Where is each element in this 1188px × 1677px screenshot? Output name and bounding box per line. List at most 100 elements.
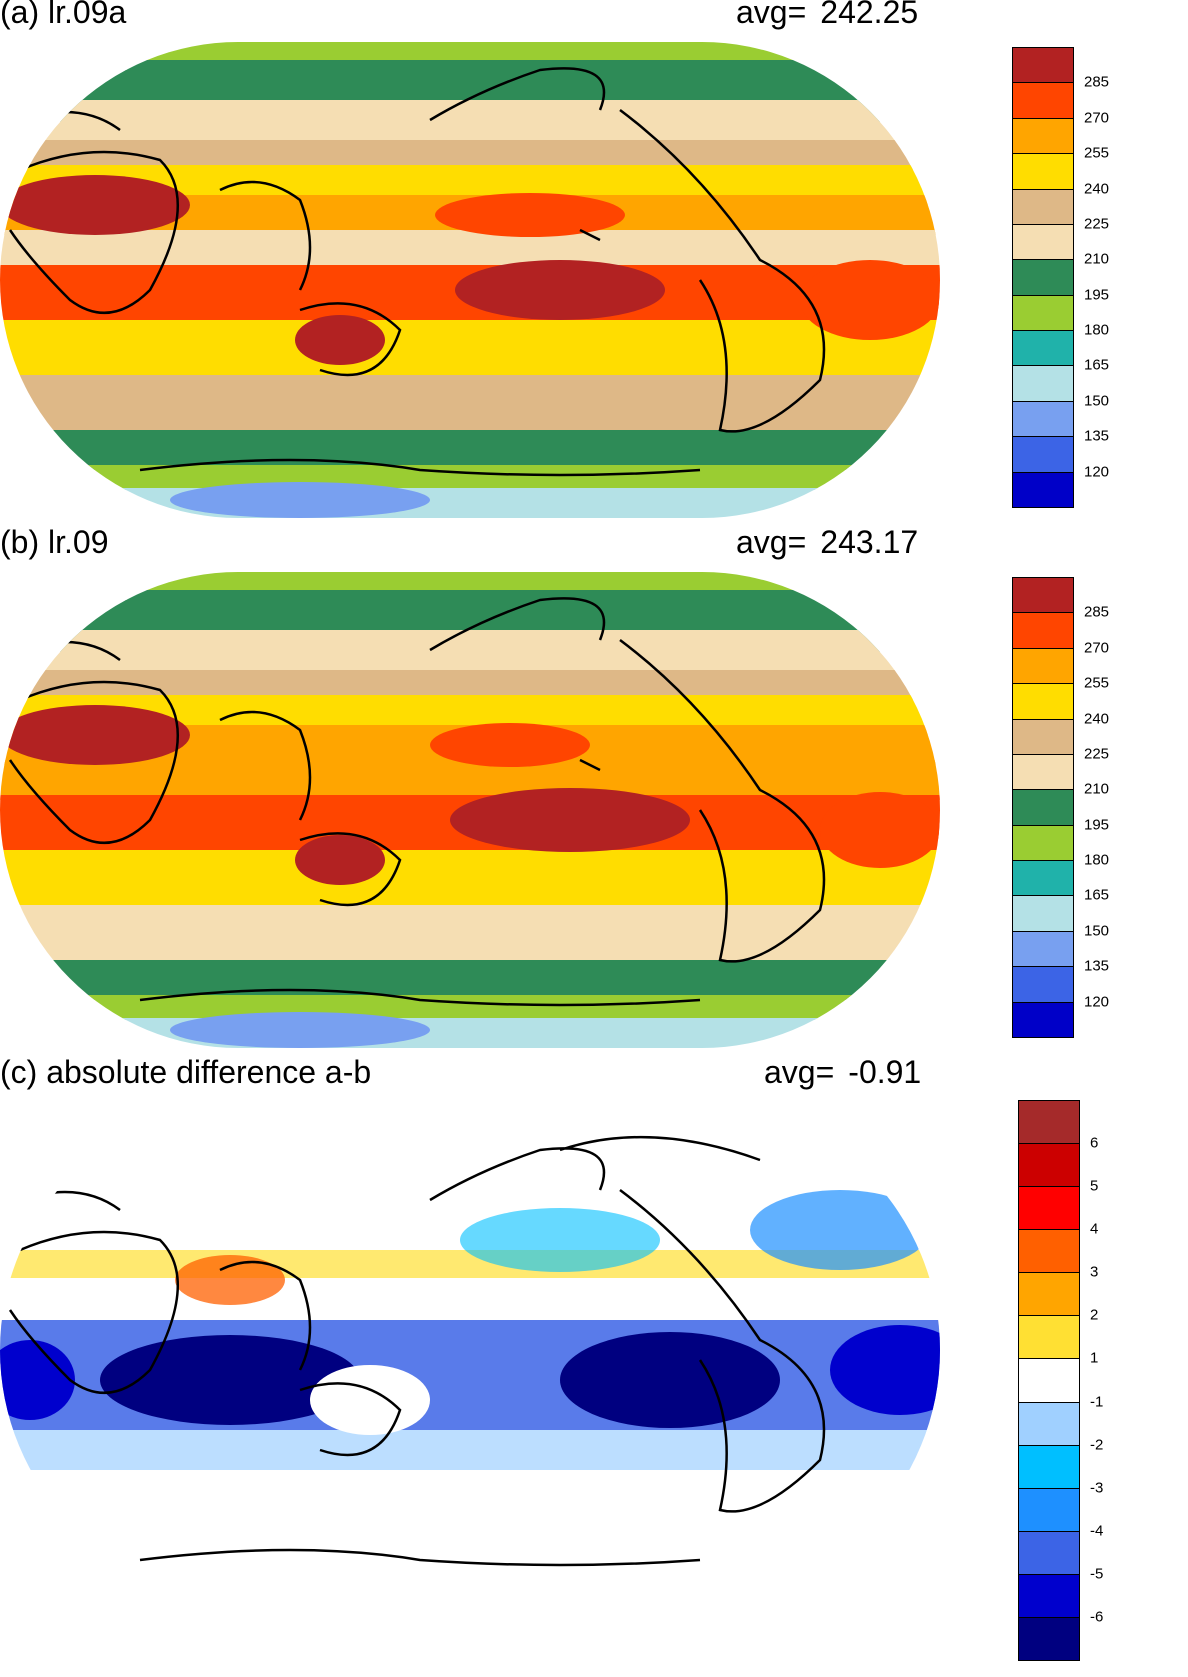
colorbar-tick-label: 2 xyxy=(1090,1306,1099,1324)
map-band-antarctic xyxy=(0,488,940,518)
colorbar-swatch xyxy=(1012,612,1074,649)
colorbar-tick-label: 180 xyxy=(1084,851,1110,869)
map-hotspot xyxy=(800,260,940,340)
colorbar-tick-label: 285 xyxy=(1084,603,1110,621)
map-band-south-mid xyxy=(0,905,940,960)
coastline xyxy=(8,67,826,477)
colorbar-swatch xyxy=(1012,436,1074,473)
colorbar-swatch xyxy=(1018,1530,1080,1575)
avg-value: -0.91 xyxy=(848,1054,922,1090)
colorbar-swatch xyxy=(1012,471,1074,508)
map-strong-negative xyxy=(100,1335,360,1425)
colorbar-tick-label: -4 xyxy=(1090,1522,1104,1540)
colorbar-tick-label: 135 xyxy=(1084,427,1110,445)
colorbar-tick-label: 240 xyxy=(1084,710,1110,728)
colorbar-swatch xyxy=(1012,223,1074,261)
colorbar-swatch xyxy=(1012,966,1074,1003)
avg-value: 243.17 xyxy=(820,524,919,560)
colorbar-tick-label: 120 xyxy=(1084,993,1110,1011)
panel-title: (c) absolute difference a-b xyxy=(0,1054,372,1090)
map-band-arctic xyxy=(0,42,940,60)
avg-label: avg= xyxy=(736,524,807,560)
colorbar-swatch xyxy=(1012,400,1074,438)
colorbar-swatch xyxy=(1012,577,1074,614)
colorbar-tick-label: 195 xyxy=(1084,286,1110,304)
colorbar-tick-label: -3 xyxy=(1090,1479,1104,1497)
colorbar-swatch xyxy=(1012,789,1074,826)
map-strong-negative xyxy=(560,1332,780,1428)
colorbar-swatch xyxy=(1012,47,1074,84)
map-band-south-light xyxy=(0,1430,940,1470)
colorbar-swatch xyxy=(1012,753,1074,791)
colorbar-swatch xyxy=(1018,1229,1080,1274)
map-coldspot xyxy=(170,482,430,518)
colorbar-tick-label: 4 xyxy=(1090,1220,1099,1238)
colorbar-swatch xyxy=(1018,1272,1080,1317)
colorbar-tick-label: -1 xyxy=(1090,1393,1104,1411)
map-positive-area xyxy=(175,1255,285,1305)
colorbar-tick-label: 120 xyxy=(1084,463,1110,481)
map-hotspot xyxy=(450,788,690,852)
colorbar-tick-label: 225 xyxy=(1084,215,1110,233)
colorbar-swatch xyxy=(1018,1100,1080,1145)
colorbar-swatch xyxy=(1018,1487,1080,1532)
map-white-area xyxy=(310,1365,430,1435)
coastline xyxy=(8,597,826,1007)
colorbar-swatch xyxy=(1018,1616,1080,1661)
panel-c: (c) absolute difference a-b avg= -0.91 -6… xyxy=(0,1054,1188,1677)
colorbar-c: -6 -5 -4 -3 -2 -1 1 2 3 4 5 6 xyxy=(1018,1100,1178,1661)
map-coldspot xyxy=(170,1012,430,1048)
map-band-equator xyxy=(0,760,940,800)
avg-readout: avg= -0.91 xyxy=(764,1054,921,1091)
map-band-antarctic xyxy=(0,1018,940,1048)
colorbar-tick-label: 165 xyxy=(1084,356,1110,374)
colorbar-tick-label: 6 xyxy=(1090,1134,1099,1152)
colorbar-swatch xyxy=(1012,895,1074,932)
difference-map xyxy=(0,1100,940,1600)
colorbar-swatch xyxy=(1012,117,1074,155)
colorbar-swatch xyxy=(1018,1143,1080,1188)
colorbar-tick-label: 240 xyxy=(1084,180,1110,198)
colorbar-tick-label: 210 xyxy=(1084,780,1110,798)
map-strong-negative xyxy=(0,1340,75,1420)
panel-b: (b) lr.09 avg= 243.17 xyxy=(0,524,1188,1060)
colorbar-swatch xyxy=(1012,259,1074,296)
colorbar-a: 120 135 150 165 180 195 210 225 240 255 270 285 xyxy=(1012,47,1172,508)
colorbar-tick-label: 5 xyxy=(1090,1177,1099,1195)
map-hotspot xyxy=(295,315,385,365)
colorbar-swatch xyxy=(1018,1573,1080,1618)
colorbar-tick-label: 150 xyxy=(1084,922,1110,940)
colorbar-swatch xyxy=(1018,1358,1080,1403)
colorbar-tick-label: 3 xyxy=(1090,1263,1099,1281)
colorbar-tick-label: 270 xyxy=(1084,639,1110,657)
avg-readout: avg= 242.25 xyxy=(736,0,918,31)
colorbar-tick-label: 255 xyxy=(1084,144,1110,162)
map-hotspot xyxy=(435,193,625,237)
colorbar-swatch xyxy=(1012,1001,1074,1038)
panel-a: (a) lr.09a avg= 242.25 xyxy=(0,0,1188,530)
colorbar-tick-label: 270 xyxy=(1084,109,1110,127)
map-hotspot xyxy=(455,260,665,320)
map-hotspot xyxy=(430,723,590,767)
avg-label: avg= xyxy=(736,0,807,30)
colorbar-swatch xyxy=(1012,860,1074,897)
colorbar-swatch xyxy=(1012,294,1074,332)
map-hotspot xyxy=(820,792,940,868)
temperature-map xyxy=(0,42,940,518)
colorbar-tick-label: 150 xyxy=(1084,392,1110,410)
colorbar-tick-label: 195 xyxy=(1084,816,1110,834)
map-negative-area xyxy=(460,1208,660,1272)
map-band-south-cold xyxy=(0,960,940,1000)
colorbar-swatch xyxy=(1012,330,1074,367)
panel-title: (b) lr.09 xyxy=(0,524,109,560)
coastline xyxy=(8,1135,826,1567)
avg-label: avg= xyxy=(764,1054,835,1090)
colorbar-tick-label: 255 xyxy=(1084,674,1110,692)
panel-title: (a) lr.09a xyxy=(0,0,127,30)
colorbar-tick-label: 165 xyxy=(1084,886,1110,904)
map-hotspot xyxy=(295,835,385,885)
colorbar-swatch xyxy=(1012,82,1074,119)
colorbar-tick-label: 180 xyxy=(1084,321,1110,339)
colorbar-swatch xyxy=(1012,188,1074,225)
map-negative-area xyxy=(750,1190,930,1270)
